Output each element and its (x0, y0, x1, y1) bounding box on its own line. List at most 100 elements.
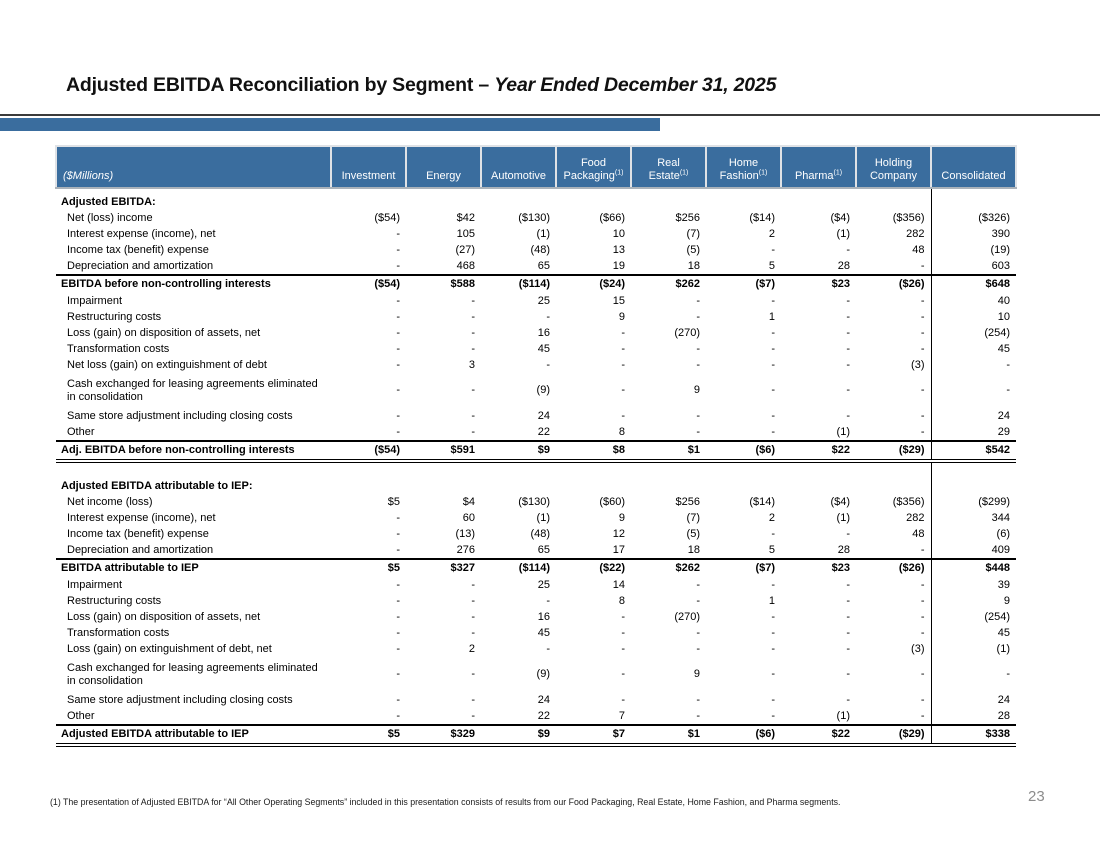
cell-value: - (396, 294, 400, 307)
cell-value: $256 (675, 211, 700, 224)
cell-value: ($356) (892, 211, 925, 224)
cell-value: (1) (836, 425, 850, 438)
cell-value: (5) (686, 527, 700, 540)
financial-table: ($Millions) Investment Energy Automotive Fo… (55, 145, 1017, 747)
cell-value: $1 (631, 440, 706, 463)
cell-value: - (696, 642, 700, 655)
cell-value: (9) (536, 668, 550, 680)
cell-value: 48 (912, 527, 925, 540)
cell-value: - (546, 594, 550, 607)
cell-value: (48) (530, 243, 550, 256)
cell-value: ($24) (556, 274, 631, 293)
cell-value: $22 (781, 440, 856, 463)
cell-value: - (471, 610, 475, 623)
cell-value: 45 (537, 626, 550, 639)
cell-value: - (471, 294, 475, 307)
cell-value: 45 (537, 342, 550, 355)
cell-value: ($26) (856, 274, 931, 293)
cell-value: - (396, 310, 400, 323)
cell-value: 45 (930, 625, 1016, 641)
cell-value: 1 (768, 594, 775, 607)
cell-value: (3) (911, 642, 925, 655)
column-header: Real Estate(1) (630, 145, 707, 189)
column-header: Pharma(1) (780, 145, 857, 189)
cell-value: - (920, 425, 925, 438)
cell-value: 24 (930, 692, 1016, 708)
cell-value: 2 (768, 511, 775, 524)
cell-value: - (396, 693, 400, 706)
column-header: Investment (330, 145, 407, 189)
cell-value: - (546, 310, 550, 323)
row-label: Loss (gain) on extinguishment of debt, n… (67, 642, 272, 655)
cell-value: ($29) (856, 724, 931, 747)
row-label: Interest expense (income), net (67, 227, 216, 240)
cell-value: $256 (675, 495, 700, 508)
cell-value: - (696, 594, 700, 607)
cell-value: - (771, 693, 775, 706)
cell-value: - (920, 259, 925, 272)
cell-value: - (471, 409, 475, 422)
cell-value: - (471, 326, 475, 339)
cell-value: - (846, 243, 850, 256)
row-label: Interest expense (income), net (67, 511, 216, 524)
cell-value: - (846, 642, 850, 655)
footnote: (1) The presentation of Adjusted EBITDA … (50, 797, 841, 807)
cell-value: ($7) (706, 558, 781, 577)
cell-value: ($6) (706, 440, 781, 463)
page-number: 23 (1028, 788, 1045, 805)
cell-value: $1 (631, 724, 706, 747)
row-label: EBITDA before non-controlling interests (56, 274, 331, 293)
section-header: Adjusted EBITDA attributable to IEP: (61, 479, 253, 492)
section-header-row: Adjusted EBITDA: (56, 194, 1016, 210)
row-label: Depreciation and amortization (67, 259, 214, 272)
row-label: Impairment (67, 294, 123, 307)
cell-value: ($130) (518, 211, 550, 224)
cell-value: - (771, 243, 775, 256)
cell-value: - (471, 693, 475, 706)
cell-value: - (846, 310, 850, 323)
cell-value: (1) (836, 709, 850, 722)
cell-value: 390 (930, 226, 1016, 242)
cell-value: - (396, 511, 400, 524)
row-label: Net loss (gain) on extinguishment of deb… (67, 358, 267, 371)
table-row: Restructuring costs - - -9-1- -10 (56, 309, 1016, 325)
cell-value: - (396, 259, 400, 272)
cell-value: 5 (768, 543, 775, 556)
cell-value: - (846, 294, 850, 307)
cell-value: - (696, 409, 700, 422)
cell-value: - (621, 342, 625, 355)
cell-value: 2 (768, 227, 775, 240)
cell-value: - (930, 657, 1016, 692)
cell-value: - (621, 326, 625, 339)
cell-value: - (846, 693, 850, 706)
table-row: Loss (gain) on disposition of assets, ne… (56, 609, 1016, 625)
cell-value: 25 (537, 578, 550, 591)
column-header: Home Fashion(1) (705, 145, 782, 189)
cell-value: - (771, 384, 775, 396)
row-label: EBITDA attributable to IEP (56, 558, 331, 577)
title-rule (0, 114, 1100, 116)
cell-value: 2 (468, 642, 475, 655)
row-label: Loss (gain) on disposition of assets, ne… (67, 326, 261, 339)
cell-value: - (846, 342, 850, 355)
cell-value: 10 (930, 309, 1016, 325)
cell-value: 15 (612, 294, 625, 307)
cell-value: - (930, 357, 1016, 373)
cell-value: 16 (537, 610, 550, 623)
cell-value: 282 (906, 511, 925, 524)
cell-value: (19) (930, 242, 1016, 258)
table-row: Depreciation and amortization - 468 65 19 18 5… (56, 258, 1016, 275)
cell-value: - (396, 709, 400, 722)
cell-value: $648 (930, 274, 1016, 293)
table-row: Net loss (gain) on extinguishment of deb… (56, 357, 1016, 373)
row-label: Transformation costs (67, 626, 170, 639)
cell-value: 468 (456, 259, 475, 272)
cell-value: ($54) (331, 274, 406, 293)
table-row: Adjusted EBITDA attributable to IEP $5 $32… (56, 724, 1016, 747)
cell-value: - (920, 594, 925, 607)
cell-value: - (471, 384, 475, 396)
page-title: Adjusted EBITDA Reconciliation by Segmen… (66, 74, 776, 97)
cell-value: - (696, 709, 700, 722)
cell-value: ($6) (706, 724, 781, 747)
